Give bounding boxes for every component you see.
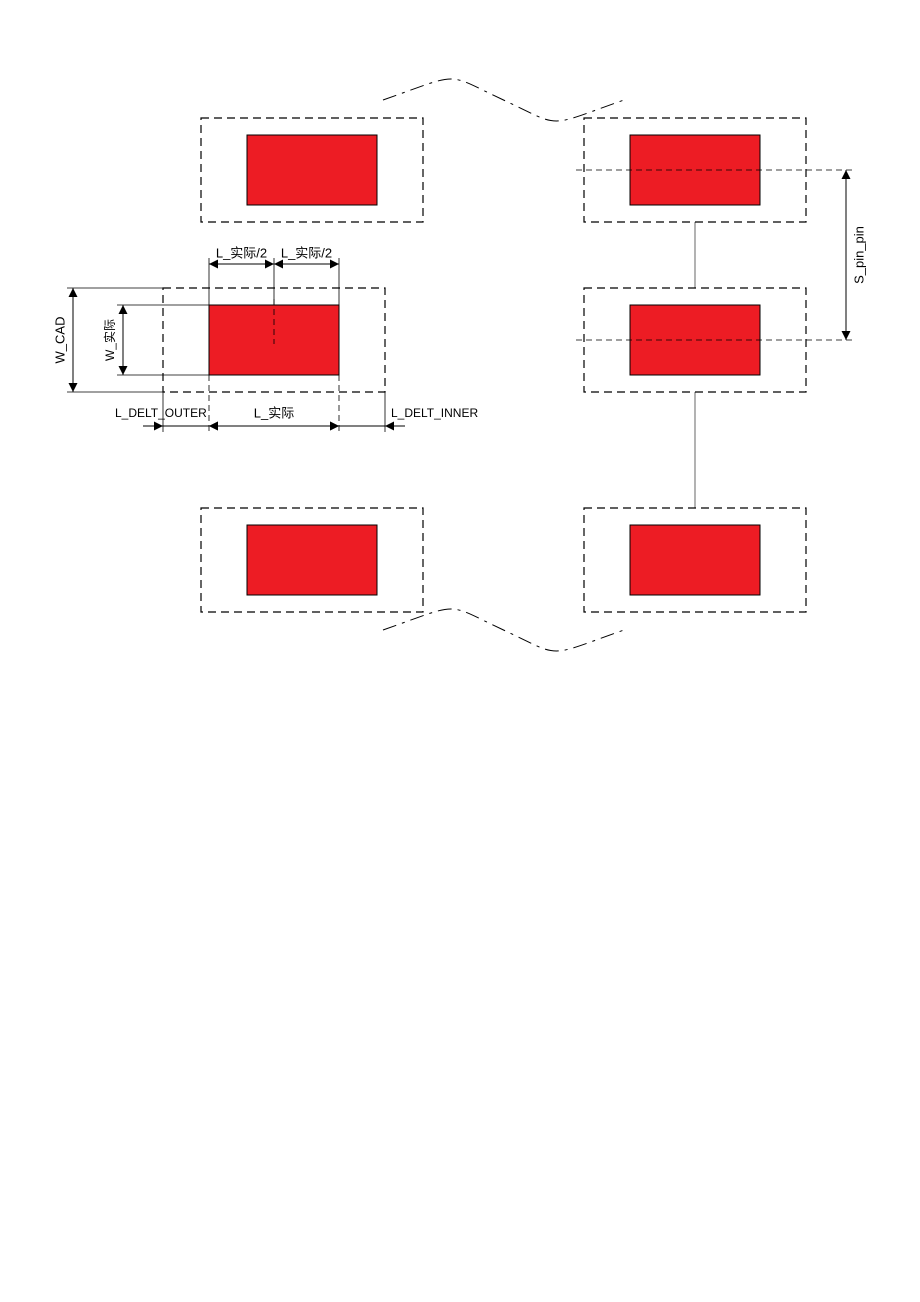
svg-text:W_实际: W_实际 [102, 319, 117, 361]
svg-text:L_实际/2: L_实际/2 [216, 245, 267, 260]
pad-dimension-diagram: L_实际/2 L_实际/2 W_CAD W_实际 L_DELT_OUTER L_实际 L_D… [0, 0, 920, 1302]
svg-text:L_DELT_INNER: L_DELT_INNER [391, 406, 478, 420]
svg-text:W_CAD: W_CAD [52, 317, 67, 364]
svg-text:L_DELT_OUTER: L_DELT_OUTER [115, 406, 207, 420]
svg-text:L_实际/2: L_实际/2 [281, 245, 332, 260]
svg-text:L_实际: L_实际 [254, 405, 294, 420]
svg-text:S_pin_pin: S_pin_pin [851, 226, 866, 284]
